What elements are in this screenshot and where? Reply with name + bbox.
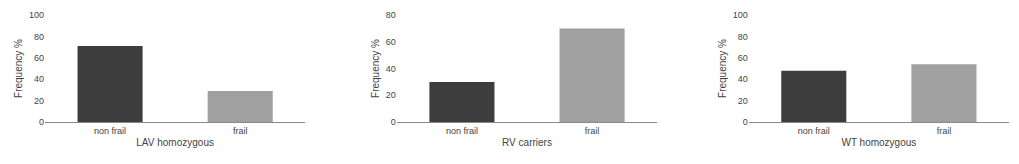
svg-text:60: 60 [738, 53, 748, 63]
svg-text:non frail: non frail [446, 126, 478, 136]
svg-text:non frail: non frail [94, 126, 126, 136]
svg-text:100: 100 [29, 10, 44, 20]
svg-text:0: 0 [39, 117, 44, 127]
svg-text:Frequency %: Frequency % [13, 39, 24, 98]
svg-text:20: 20 [34, 96, 44, 106]
svg-text:RV carriers: RV carriers [502, 137, 552, 148]
svg-text:80: 80 [386, 10, 396, 20]
svg-text:80: 80 [738, 32, 748, 42]
svg-text:20: 20 [738, 96, 748, 106]
svg-text:LAV homozygous: LAV homozygous [136, 137, 214, 148]
svg-text:40: 40 [738, 74, 748, 84]
svg-text:20: 20 [386, 90, 396, 100]
svg-text:WT homozygous: WT homozygous [841, 137, 916, 148]
svg-text:Frequency %: Frequency % [717, 39, 728, 98]
svg-text:80: 80 [34, 32, 44, 42]
svg-text:0: 0 [743, 117, 748, 127]
svg-text:frail: frail [585, 126, 600, 136]
svg-text:Frequency %: Frequency % [370, 39, 381, 98]
svg-text:0: 0 [391, 117, 396, 127]
svg-text:non frail: non frail [798, 126, 830, 136]
svg-text:40: 40 [386, 64, 396, 74]
svg-text:60: 60 [34, 53, 44, 63]
svg-text:100: 100 [733, 10, 748, 20]
svg-text:60: 60 [386, 37, 396, 47]
svg-text:frail: frail [233, 126, 248, 136]
svg-text:frail: frail [937, 126, 952, 136]
svg-text:40: 40 [34, 74, 44, 84]
